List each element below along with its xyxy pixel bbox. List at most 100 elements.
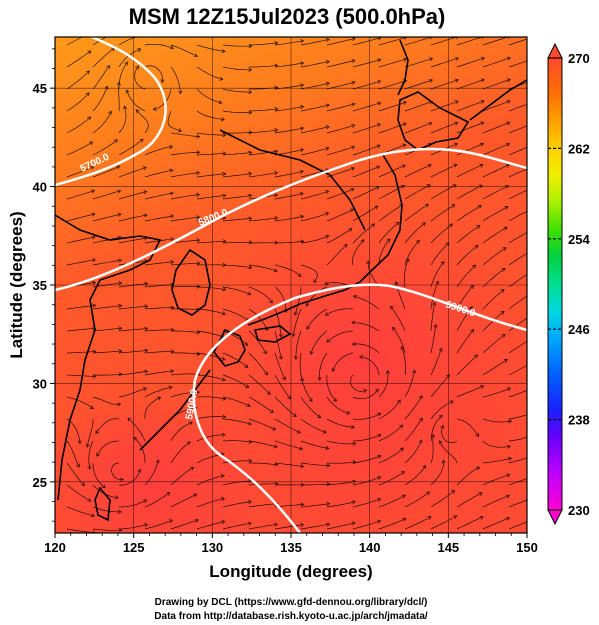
streamline-arrow [448, 223, 454, 228]
streamline-arrow [501, 268, 506, 272]
streamline [196, 44, 226, 52]
streamline [430, 281, 439, 310]
streamline [306, 308, 328, 330]
streamline-arrow [418, 439, 423, 444]
streamline [66, 484, 92, 502]
streamline [326, 167, 355, 178]
streamline-arrow [452, 184, 457, 188]
streamline-arrow [403, 57, 408, 62]
streamline-arrow [451, 204, 456, 208]
streamline [96, 440, 120, 457]
streamline [248, 483, 278, 486]
streamline-arrow [101, 484, 106, 489]
streamline [508, 389, 527, 398]
streamline-arrow [479, 515, 484, 520]
streamline-arrow [474, 354, 478, 359]
streamline-arrow [143, 523, 149, 528]
streamline [274, 308, 282, 338]
streamline-arrow [169, 191, 174, 196]
streamline [222, 501, 252, 508]
streamline-arrow [504, 206, 509, 210]
streamline [144, 307, 174, 310]
streamline-arrow [377, 433, 382, 438]
streamline [456, 285, 474, 310]
streamline-arrow [133, 436, 138, 441]
streamline [222, 396, 251, 407]
streamline-arrow [300, 83, 305, 88]
streamline-arrow [480, 99, 485, 104]
streamline [430, 79, 459, 90]
streamline-arrow [89, 405, 94, 410]
streamline-arrow [403, 79, 408, 84]
streamline [404, 164, 432, 178]
streamline-arrow [453, 142, 459, 147]
streamline-arrow [506, 99, 511, 104]
streamline-arrow [326, 501, 331, 507]
colorbar-tick-label: 262 [568, 141, 590, 156]
colorbar-tick-label: 246 [568, 322, 590, 337]
streamline [300, 462, 330, 466]
streamline-arrow [377, 79, 382, 85]
streamline-arrow [419, 417, 423, 422]
streamline [196, 374, 226, 381]
streamline [144, 459, 159, 486]
streamline-arrow [221, 377, 226, 382]
streamline-arrow [274, 193, 279, 198]
streamline [326, 208, 354, 222]
streamline [248, 330, 267, 354]
streamline-arrow [351, 37, 356, 42]
streamline [352, 165, 380, 178]
streamline [196, 110, 225, 120]
colorbar-tick-label: 254 [568, 232, 590, 247]
streamline [430, 242, 450, 266]
streamline [378, 164, 406, 178]
streamline [305, 286, 328, 307]
streamline [352, 186, 380, 200]
streamline [294, 287, 302, 316]
streamline [144, 284, 174, 288]
streamline-arrow [430, 433, 436, 438]
streamline-arrow [90, 513, 95, 518]
streamline [92, 484, 119, 499]
streamline-arrow [376, 165, 381, 170]
streamline-arrow [274, 216, 279, 221]
streamline-arrow [274, 522, 279, 527]
streamline [482, 143, 510, 156]
streamline [326, 501, 356, 508]
streamline [326, 440, 356, 445]
streamline-arrow [293, 311, 298, 316]
streamline [482, 334, 506, 354]
streamline [248, 352, 268, 376]
streamline-arrow [325, 37, 330, 43]
streamline [326, 124, 355, 134]
streamline [196, 434, 225, 442]
streamline-arrow [377, 454, 382, 459]
streamline [135, 109, 149, 134]
streamline [441, 425, 458, 444]
streamline [274, 40, 304, 46]
streamline [196, 396, 226, 400]
streamline [95, 418, 120, 434]
streamline [196, 173, 226, 178]
streamline [301, 483, 330, 486]
streamline [430, 302, 436, 332]
streamline-arrow [480, 121, 485, 126]
y-tick-label: 40 [33, 180, 47, 195]
streamline [456, 385, 484, 398]
streamline-arrow [445, 242, 450, 247]
streamline-arrow [317, 414, 322, 419]
streamline [248, 308, 269, 331]
streamline [248, 503, 278, 508]
streamline [66, 327, 96, 332]
streamline [482, 206, 509, 222]
streamline-arrow [326, 338, 331, 343]
streamline [456, 354, 478, 376]
streamline-arrow [268, 299, 273, 304]
streamline [482, 185, 509, 200]
streamline [456, 516, 484, 530]
streamline-arrow [325, 445, 330, 451]
streamline-arrow [325, 81, 330, 86]
streamline-arrow [359, 354, 364, 360]
streamline-arrow [479, 163, 484, 168]
streamline [170, 44, 198, 57]
